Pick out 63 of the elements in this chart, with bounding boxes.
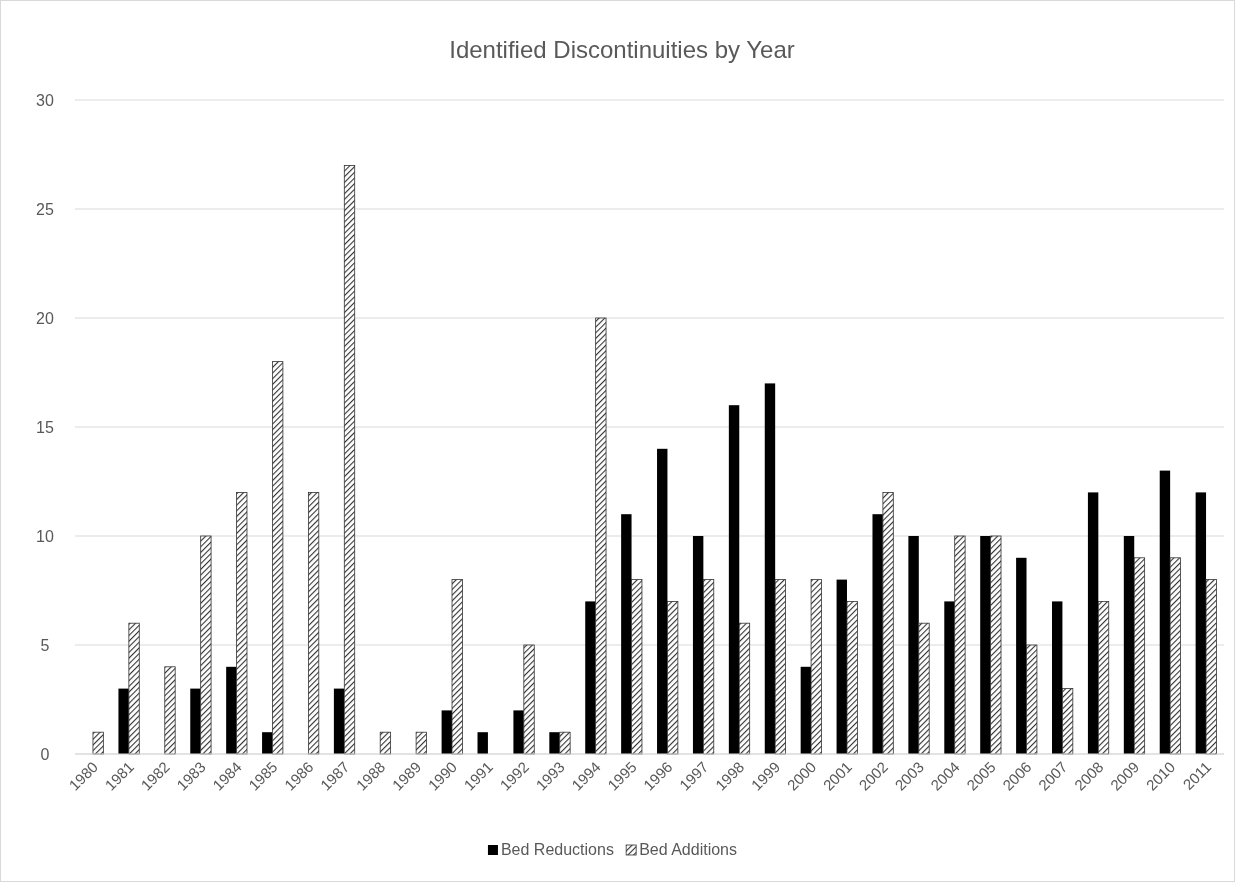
bar [559,731,571,755]
bar [236,492,248,755]
bar [908,536,919,754]
bar [728,405,740,754]
bar [657,448,668,754]
bar [164,666,176,755]
legend-label: Bed Additions [639,841,738,858]
chart-title: Identified Discontinuities by Year [449,36,795,63]
bar [1123,536,1135,754]
bar [1052,601,1063,754]
bar [1016,557,1027,754]
bar [343,165,356,755]
bar [1026,644,1038,755]
bar [333,688,345,754]
bar [585,601,596,754]
y-tick-label: 0 [40,746,50,763]
y-tick-label: 10 [36,528,54,545]
bar [451,579,463,755]
bar [415,731,427,755]
bar [190,688,201,754]
bar [272,361,284,755]
bar [477,732,488,754]
y-tick-label: 25 [36,201,54,218]
y-tick-label: 15 [36,419,54,436]
bar [764,383,776,754]
bar [307,492,320,755]
bar [92,731,104,755]
bar [379,731,392,755]
bar [226,666,237,754]
bar [810,579,822,755]
bar [738,622,751,755]
bar [846,601,858,755]
bar [882,492,894,755]
bar [549,732,560,754]
bar [262,732,273,754]
y-tick-label: 5 [40,637,50,654]
bar [872,514,883,754]
bar [1169,557,1181,755]
bar [667,601,679,755]
bar [128,622,140,755]
bar [918,622,930,755]
bar [702,579,715,755]
bar [1205,579,1217,755]
y-tick-label: 20 [36,310,54,327]
bar [1087,492,1099,754]
bar [1133,557,1146,755]
bar [523,644,535,755]
bar [513,710,524,754]
bar [774,579,786,755]
bar [954,535,966,755]
bar [980,536,991,754]
bar [200,535,212,755]
bar [1097,601,1110,755]
bar [118,688,129,754]
legend-label: Bed Reductions [500,841,614,858]
bar [990,535,1002,755]
bar [1062,688,1074,755]
bar [631,579,643,755]
bar [692,536,704,754]
bar [944,601,955,754]
y-tick-label: 30 [36,92,54,109]
bar [621,514,632,754]
bar [595,317,607,755]
